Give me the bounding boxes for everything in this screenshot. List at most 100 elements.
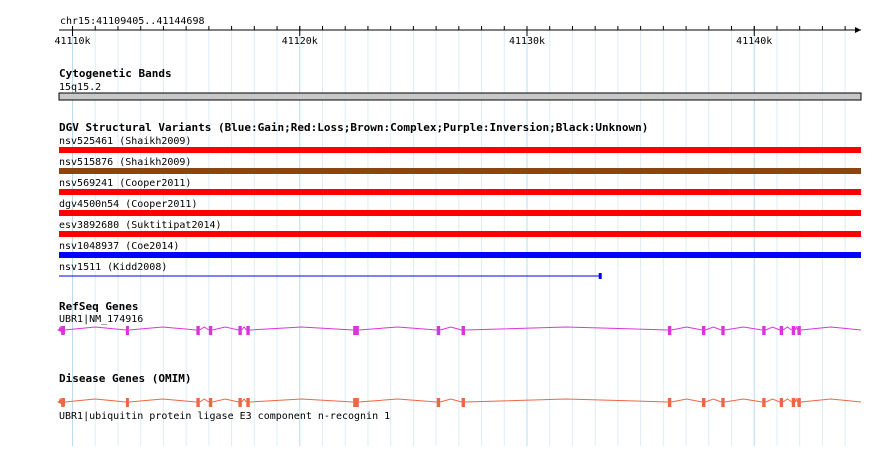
dgv-item-label: esv3892680 (Suktitipat2014) xyxy=(59,220,222,231)
dgv-track-title: DGV Structural Variants (Blue:Gain;Red:L… xyxy=(59,121,648,134)
refseq-exon[interactable] xyxy=(246,326,250,335)
ruler-track[interactable]: chr15:41109405..41144698 41110k 41120k 411… xyxy=(54,16,861,47)
refseq-exon[interactable] xyxy=(436,326,441,335)
omim-intron xyxy=(724,398,763,403)
omim-exon[interactable] xyxy=(791,398,796,407)
omim-exon[interactable] xyxy=(797,398,801,407)
dgv-variant-bar[interactable] xyxy=(59,231,861,237)
refseq-exon[interactable] xyxy=(61,326,65,335)
cytoband-track[interactable]: Cytogenetic Bands 15q15.2 xyxy=(58,67,862,101)
dgv-item-label: nsv515876 (Shaikh2009) xyxy=(59,157,191,168)
omim-exon[interactable] xyxy=(125,398,129,407)
refseq-intron xyxy=(724,326,763,331)
dgv-track[interactable]: DGV Structural Variants (Blue:Gain;Red:L… xyxy=(59,121,861,279)
dgv-item-label: dgv4500n54 (Cooper2011) xyxy=(59,199,197,210)
ruler-arrow-icon xyxy=(855,27,861,33)
refseq-exon[interactable] xyxy=(797,326,801,335)
refseq-gene-label: UBR1|NM_174916 xyxy=(59,314,143,325)
refseq-intron xyxy=(671,326,703,331)
refseq-intron xyxy=(800,326,862,331)
omim-intron xyxy=(128,398,197,403)
refseq-intron xyxy=(128,326,197,331)
refseq-intron xyxy=(64,326,126,331)
omim-exon[interactable] xyxy=(436,398,441,407)
omim-intron xyxy=(358,398,437,403)
omim-exon[interactable] xyxy=(238,398,242,407)
ruler-tick-label: 41140k xyxy=(736,36,772,47)
omim-intron xyxy=(58,397,62,403)
region-label: chr15:41109405..41144698 xyxy=(60,16,205,27)
dgv-variant-bar[interactable] xyxy=(59,189,861,195)
refseq-exon[interactable] xyxy=(667,326,672,335)
dgv-variant-bar[interactable] xyxy=(59,147,861,153)
refseq-exon[interactable] xyxy=(701,326,706,335)
dgv-item-label: nsv569241 (Cooper2011) xyxy=(59,178,191,189)
omim-exon[interactable] xyxy=(461,398,465,407)
omim-exon[interactable] xyxy=(353,398,359,407)
refseq-intron xyxy=(58,325,62,331)
omim-intron xyxy=(794,397,798,403)
refseq-intron xyxy=(358,326,437,331)
omim-gene-model[interactable] xyxy=(57,397,862,407)
ruler-tick-label: 41120k xyxy=(282,36,318,47)
dgv-features[interactable]: nsv525461 (Shaikh2009) nsv515876 (Shaikh2… xyxy=(59,136,861,279)
dgv-variant-bar[interactable] xyxy=(59,252,861,258)
refseq-intron xyxy=(212,326,239,331)
omim-track-title: Disease Genes (OMIM) xyxy=(59,372,191,385)
refseq-track-title: RefSeq Genes xyxy=(59,300,138,313)
omim-intron xyxy=(249,398,354,403)
omim-intron xyxy=(440,398,462,403)
omim-exon[interactable] xyxy=(61,398,65,407)
ruler-axis: 41110k 41120k 41130k 41140k xyxy=(54,26,861,47)
omim-intron xyxy=(705,398,722,403)
refseq-intron xyxy=(199,326,210,331)
omim-exon[interactable] xyxy=(667,398,672,407)
dgv-item-label: nsv1511 (Kidd2008) xyxy=(59,262,167,273)
cytoband-label: 15q15.2 xyxy=(59,82,101,93)
refseq-exon[interactable] xyxy=(196,326,200,335)
omim-exon[interactable] xyxy=(246,398,250,407)
refseq-exon[interactable] xyxy=(208,326,213,335)
omim-exon[interactable] xyxy=(208,398,213,407)
refseq-exon[interactable] xyxy=(353,326,359,335)
dgv-variant-bar[interactable] xyxy=(59,210,861,216)
omim-track[interactable]: Disease Genes (OMIM) UBR1|ubiquitin prot… xyxy=(57,372,862,422)
refseq-track[interactable]: RefSeq Genes UBR1|NM_174916 xyxy=(57,300,862,335)
refseq-exon[interactable] xyxy=(461,326,465,335)
refseq-exon[interactable] xyxy=(125,326,129,335)
refseq-intron xyxy=(464,326,668,331)
omim-intron xyxy=(765,398,780,403)
refseq-intron xyxy=(765,326,780,331)
omim-intron xyxy=(800,398,862,403)
omim-intron xyxy=(782,398,793,403)
refseq-intron xyxy=(794,325,798,331)
cytoband-bar[interactable] xyxy=(58,92,862,101)
cytoband-track-title: Cytogenetic Bands xyxy=(59,67,172,80)
omim-exon[interactable] xyxy=(196,398,200,407)
refseq-exon[interactable] xyxy=(721,326,725,335)
omim-intron xyxy=(671,398,703,403)
ruler-tick-label: 41130k xyxy=(509,36,545,47)
omim-intron xyxy=(199,398,210,403)
refseq-exon[interactable] xyxy=(238,326,242,335)
omim-intron xyxy=(464,398,668,403)
omim-exon[interactable] xyxy=(779,398,784,407)
omim-intron xyxy=(212,398,239,403)
omim-exon[interactable] xyxy=(721,398,725,407)
ruler-tick-label: 41110k xyxy=(54,36,90,47)
refseq-exon[interactable] xyxy=(762,326,766,335)
omim-exon[interactable] xyxy=(762,398,766,407)
dgv-variant-bar[interactable] xyxy=(59,168,861,174)
omim-intron xyxy=(241,398,247,403)
omim-gene-label: UBR1|ubiquitin protein ligase E3 compone… xyxy=(59,411,390,422)
refseq-exon[interactable] xyxy=(779,326,784,335)
refseq-intron xyxy=(705,326,722,331)
refseq-gene-model[interactable] xyxy=(57,325,862,335)
dgv-item-label: nsv1048937 (Coe2014) xyxy=(59,241,179,252)
omim-exon[interactable] xyxy=(701,398,706,407)
refseq-intron xyxy=(241,326,247,331)
refseq-exon[interactable] xyxy=(791,326,796,335)
refseq-intron xyxy=(249,326,354,331)
